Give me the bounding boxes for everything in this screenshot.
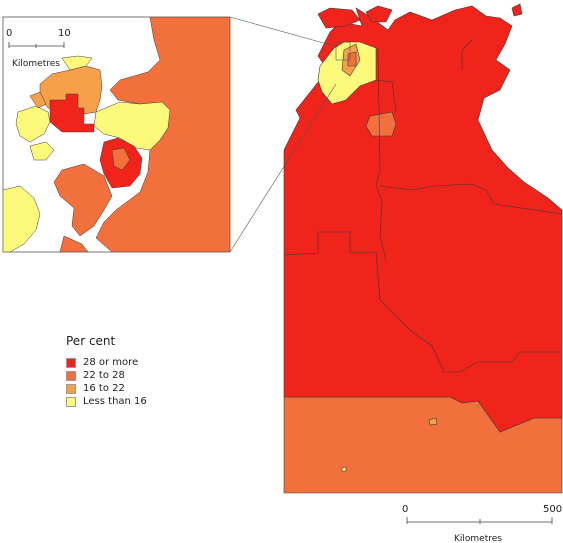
inset-connector-top — [229, 16, 339, 48]
inset-region-core-red — [49, 93, 95, 133]
legend-label: 28 or more — [83, 357, 139, 368]
legend: Per cent 28 or more 22 to 28 16 to 22 Le… — [66, 334, 147, 408]
region-north-central — [283, 5, 563, 433]
main-scale-unit: Kilometres — [454, 534, 502, 543]
inset-region-east-yellow — [93, 101, 171, 151]
inset-region-west-yellow — [15, 105, 51, 143]
inset-locator-box — [335, 41, 351, 61]
internal-boundaries — [283, 39, 563, 373]
legend-swatch — [66, 396, 76, 407]
region-alice — [428, 417, 438, 426]
legend-label: 22 to 28 — [83, 370, 125, 381]
region-island-2 — [365, 5, 393, 23]
inset-map — [2, 16, 231, 253]
legend-swatch — [66, 370, 76, 381]
main-scale-bar — [406, 517, 553, 524]
region-island-3 — [511, 3, 523, 17]
main-scale-start: 0 — [402, 504, 408, 515]
legend-item-16-22: 16 to 22 — [66, 382, 147, 395]
inset-region-southwest-yellow — [3, 185, 41, 252]
legend-swatch — [66, 383, 76, 394]
inset-scale-bar — [8, 42, 65, 48]
inset-scale-end: 10 — [58, 28, 71, 39]
legend-title: Per cent — [66, 334, 116, 348]
region-darwin-core — [347, 51, 357, 67]
legend-swatch — [66, 357, 76, 368]
inset-connector-bottom — [229, 83, 337, 253]
inset-scale-unit: Kilometres — [12, 59, 60, 69]
inset-region-southwest — [59, 235, 89, 252]
inset-region-north-yellow — [61, 55, 93, 71]
inset-region-west — [53, 163, 113, 237]
inset-scale-start: 0 — [6, 28, 12, 39]
inset-region-palmerston-inner — [111, 147, 131, 171]
region-island-1 — [317, 7, 361, 29]
legend-label: 16 to 22 — [83, 383, 125, 394]
main-scale-end: 500 — [543, 504, 562, 515]
legend-item-28-plus: 28 or more — [66, 356, 147, 369]
legend-item-22-28: 22 to 28 — [66, 369, 147, 382]
main-map — [283, 3, 563, 494]
legend-label: Less than 16 — [83, 396, 147, 407]
region-yulara — [341, 466, 347, 472]
legend-item-less-16: Less than 16 — [66, 395, 147, 408]
inset-region-west-orange — [29, 91, 47, 109]
inset-region-west-yellow-2 — [29, 141, 55, 161]
region-katherine — [365, 111, 397, 137]
